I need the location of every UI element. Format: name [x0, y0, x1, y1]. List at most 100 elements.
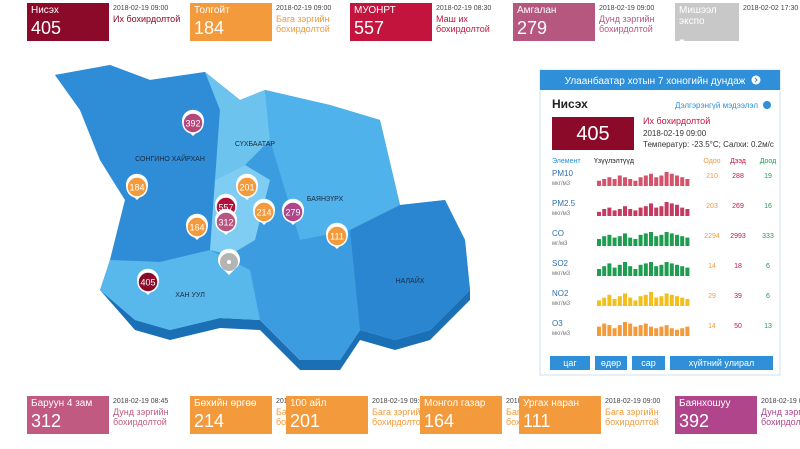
pin-value: 312 — [218, 218, 233, 228]
station-value: 164 — [424, 411, 455, 431]
status: Дунд зэргийн бохирдолтой — [761, 407, 800, 427]
spark-bar — [597, 269, 601, 276]
spark-bar — [633, 326, 638, 336]
value-min: 6 — [766, 263, 770, 270]
spark-bar — [659, 175, 664, 186]
details-link[interactable]: Дэлгэрэнгүй мэдээлэл — [675, 101, 758, 110]
value-box: Монгол газар 164 — [420, 396, 502, 434]
spark-bar — [659, 296, 664, 306]
station-name: Ургах наран — [523, 398, 579, 409]
pin-value: 164 — [189, 223, 204, 233]
spark-bar — [612, 179, 617, 186]
spark-bar — [649, 232, 653, 246]
station-card[interactable]: Нисэх 405 2018-02-19 09:00 Их бохирдолтой — [27, 3, 195, 43]
spark-bar — [675, 175, 679, 186]
element: PM10 — [552, 169, 573, 178]
spark-bar — [607, 177, 612, 186]
spark-bar — [607, 234, 612, 246]
station-name: МУОНРТ — [354, 5, 396, 16]
station-card[interactable]: 100 айл 201 2018-02-19 09:00 Бага зэргийн б… — [286, 396, 454, 436]
datetime: 2018-02-19 09:00 — [276, 5, 332, 12]
map-pin[interactable]: 164 — [186, 213, 209, 240]
spark-bar — [597, 326, 601, 336]
panel-status: Их бохирдолтой — [643, 116, 710, 126]
spark-bar — [664, 293, 669, 306]
button-bg — [595, 356, 627, 370]
spark-bar — [659, 264, 664, 276]
chevron-icon — [751, 75, 761, 85]
datetime: 2018-02-19 09:00 — [372, 398, 428, 405]
value-box — [552, 117, 634, 150]
value-box: Баруун 4 зам 312 — [27, 396, 109, 434]
spark-bar — [628, 297, 633, 306]
panel: Улаанбаатар хотын 7 хоногийн дундаж Нисэ… — [539, 69, 781, 376]
spark-bar — [617, 209, 622, 216]
spark-bar — [659, 326, 664, 336]
spark-bar — [675, 234, 679, 246]
station-card[interactable]: Ургах наран 111 2018-02-19 09:00 Бага зэрги… — [519, 396, 687, 436]
pin-head — [215, 211, 237, 233]
spark-bar — [623, 206, 627, 216]
value-max: 39 — [734, 293, 742, 300]
map-pin[interactable]: 279 — [282, 198, 304, 225]
button-bg — [670, 356, 773, 370]
map-pin[interactable]: 184 — [126, 173, 148, 200]
spark-bar — [685, 326, 690, 336]
spark-bar — [597, 180, 601, 186]
map-pin[interactable]: 201 — [235, 173, 258, 200]
spark-bar — [643, 233, 648, 246]
spark-bar — [617, 175, 622, 186]
spark-bar — [623, 293, 627, 306]
station-name: Амгалан — [517, 5, 557, 16]
spark-bar — [685, 209, 690, 216]
station-card[interactable]: Баруун 4 зам 312 2018-02-19 08:45 Дунд зэрг… — [27, 396, 195, 436]
spark-bar — [664, 262, 669, 276]
spark-bar — [643, 175, 648, 186]
period-button[interactable]: хүйтний улирал — [670, 356, 773, 370]
station-card[interactable]: Мишээл экспо - 2018-02-02 17:30 — [675, 3, 800, 49]
map-pin[interactable]: 214 — [253, 198, 275, 225]
value-current: 29 — [708, 293, 716, 300]
period-button[interactable]: өдөр — [595, 356, 627, 370]
spark-bar — [638, 207, 643, 216]
station-card[interactable]: Баянхошуу 392 2018-02-19 08:45 Дунд зэргийн… — [675, 396, 800, 436]
button-label: цаг — [563, 358, 577, 368]
panel-header[interactable] — [540, 70, 780, 90]
map-pin[interactable]: 312 — [215, 208, 238, 235]
datetime: 2018-02-19 08:45 — [113, 398, 169, 405]
spark-bar — [612, 267, 617, 276]
datetime: 2018-02-19 09:00 — [605, 398, 661, 405]
station-card[interactable]: МУОНРТ 557 2018-02-19 08:30 Маш их бохирдол… — [350, 3, 518, 43]
station-name: Баянхошуу — [679, 398, 731, 409]
spark-bar — [685, 267, 690, 276]
pin-head — [126, 176, 148, 198]
station-value: 111 — [523, 411, 551, 431]
pin-value: 279 — [285, 208, 300, 218]
period-button[interactable]: цаг — [550, 356, 590, 370]
spark-bar — [643, 263, 648, 276]
station-value: 557 — [354, 18, 385, 38]
unit: мг/м3 — [552, 241, 568, 247]
map-pin[interactable]: 405 — [137, 268, 160, 295]
station-info: 2018-02-19 09:00 Бага зэргийн бохирдолтой — [368, 396, 454, 436]
spark-bar — [654, 328, 659, 336]
pin-value: 184 — [129, 183, 144, 193]
table-header: Дээд — [730, 158, 746, 165]
station-card[interactable]: Толгойт 184 2018-02-19 09:00 Бага зэргийн б… — [190, 3, 358, 43]
spark-bar — [680, 266, 685, 276]
button-label: өдөр — [601, 358, 621, 368]
button-bg — [550, 356, 590, 370]
spark-bar — [680, 328, 685, 336]
station-name: Нисэх — [31, 5, 59, 16]
station-card[interactable]: Амгалан 279 2018-02-19 09:00 Дунд зэргийн б… — [513, 3, 681, 43]
map-pin[interactable]: 111 — [326, 222, 348, 249]
map-pin[interactable]: 392 — [182, 109, 205, 136]
spark-bar — [659, 234, 664, 246]
spark-bar — [638, 296, 643, 306]
pin-head — [326, 225, 348, 247]
spark-bar — [633, 300, 638, 306]
period-button[interactable]: сар — [632, 356, 665, 370]
station-value: - — [679, 29, 685, 49]
spark-bar — [643, 294, 648, 306]
district-label: ХАН УУЛ — [175, 292, 205, 299]
